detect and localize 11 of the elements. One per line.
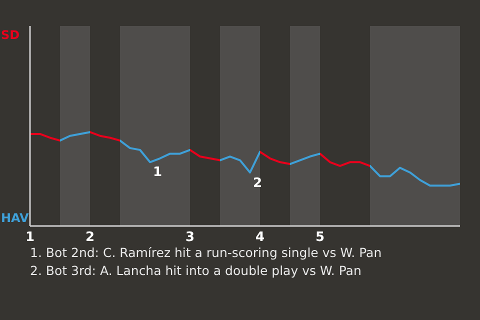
x-tick-label: 3	[185, 230, 195, 245]
x-tick-label: 1	[25, 230, 35, 245]
annotation: 1	[153, 165, 162, 180]
text: 2. Bot 3rd: A. Lancha hit into a double play vs W. Pan	[30, 262, 362, 280]
x-tick-label: 2	[85, 230, 95, 245]
text: SD	[1, 28, 20, 42]
annotation: 2	[253, 176, 262, 191]
text: 1. Bot 2nd: C. Ramírez hit a run-scoring single vs W. Pan	[30, 244, 382, 262]
x-tick-label: 5	[315, 230, 325, 245]
text: HAV	[1, 211, 29, 225]
x-tick-label: 4	[255, 230, 265, 245]
